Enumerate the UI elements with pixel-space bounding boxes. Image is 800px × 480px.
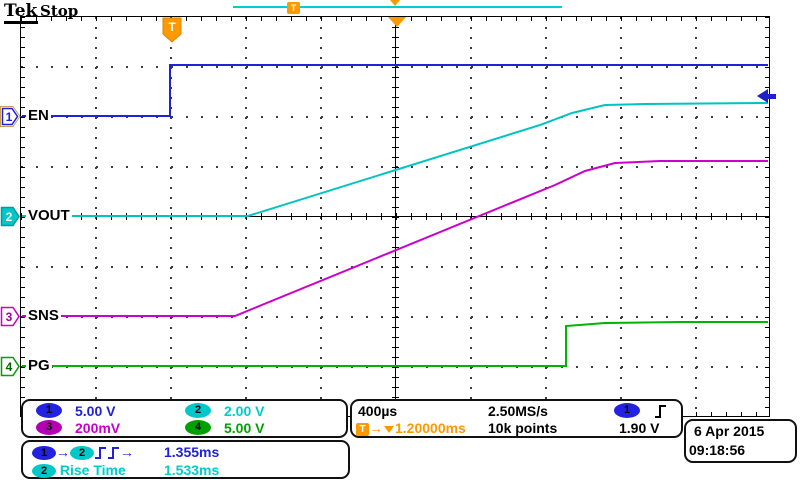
record-view-bar bbox=[233, 6, 562, 8]
trace-label-vout: VOUT bbox=[26, 207, 72, 224]
trace-label-en: EN bbox=[26, 107, 51, 124]
timebase-readout: 400µs bbox=[358, 403, 398, 419]
ch4-scale: 5.00 V bbox=[224, 420, 265, 436]
trigger-position-marker[interactable]: T bbox=[162, 17, 183, 44]
measurement-risetime-row: 2 Rise Time bbox=[32, 462, 126, 479]
ch3-badge[interactable]: 3 bbox=[36, 420, 62, 435]
channel-scale-readout-box[interactable]: 1 5.00 V 2 2.00 V 3 200mV 4 5.00 V bbox=[21, 399, 348, 438]
channel-4-position-badge[interactable]: 4 bbox=[0, 356, 22, 378]
record-trigger-position-icon[interactable]: T bbox=[287, 2, 300, 14]
time-readout: 09:18:56 bbox=[689, 442, 746, 458]
rising-edge-icon bbox=[108, 447, 119, 460]
trigger-level-readout: 1.90 V bbox=[619, 420, 660, 436]
delay-triangle-icon bbox=[384, 425, 394, 433]
record-length-readout: 10k points bbox=[488, 420, 558, 436]
rising-edge-icon bbox=[95, 447, 106, 460]
channel-2-position-badge[interactable]: 2 bbox=[0, 206, 22, 228]
ch2-scale: 2.00 V bbox=[224, 403, 265, 419]
svg-text:2: 2 bbox=[6, 210, 13, 224]
acquisition-status: Stop bbox=[40, 2, 79, 20]
trace-label-sns: SNS bbox=[26, 307, 61, 324]
horizontal-trigger-readout-box[interactable]: 400µs 2.50MS/s 1 T → 1.20000ms 10k points … bbox=[350, 399, 683, 438]
border-ticks-right bbox=[765, 17, 769, 416]
measurement-risetime-value: 1.533ms bbox=[164, 462, 220, 478]
svg-text:T: T bbox=[168, 20, 176, 34]
trigger-t-chip-icon: T bbox=[356, 422, 369, 436]
ch3-scale: 200mV bbox=[75, 420, 121, 436]
svg-text:3: 3 bbox=[6, 310, 13, 324]
channel-1-position-badge[interactable]: 1 bbox=[0, 106, 22, 128]
meas1-source-badge: 1 bbox=[32, 446, 56, 461]
sample-rate-readout: 2.50MS/s bbox=[488, 403, 548, 419]
svg-text:4: 4 bbox=[6, 360, 13, 374]
expansion-point-icon bbox=[388, 17, 406, 27]
trace-label-pg: PG bbox=[26, 357, 52, 374]
measurement-delay-value: 1.355ms bbox=[164, 444, 220, 460]
trigger-level-arrow-icon[interactable] bbox=[755, 88, 777, 105]
measurements-box[interactable]: 1 → 2 → 1.355ms 2 Rise Time 1.533ms bbox=[21, 440, 350, 479]
ch1-badge[interactable]: 1 bbox=[36, 403, 62, 418]
trigger-delay-readout: T → 1.20000ms bbox=[356, 420, 466, 436]
measurement-delay-row: 1 → 2 → bbox=[32, 444, 134, 461]
center-vertical-axis bbox=[395, 17, 396, 416]
ch2-badge[interactable]: 2 bbox=[185, 403, 211, 418]
trigger-source-badge: 1 bbox=[614, 403, 640, 418]
date-readout: 6 Apr 2015 bbox=[694, 423, 765, 439]
datetime-box: 6 Apr 2015 09:18:56 bbox=[684, 419, 797, 463]
record-expansion-marker-icon bbox=[390, 0, 400, 6]
ch1-scale: 5.00 V bbox=[75, 403, 116, 419]
ch4-badge[interactable]: 4 bbox=[185, 420, 211, 435]
svg-text:1: 1 bbox=[6, 110, 13, 124]
trigger-slope-rising-icon bbox=[655, 405, 666, 418]
graticule bbox=[20, 16, 770, 417]
meas2-source-badge: 2 bbox=[32, 464, 56, 479]
channel-3-position-badge[interactable]: 3 bbox=[0, 306, 22, 328]
meas1-target-badge: 2 bbox=[70, 446, 94, 461]
